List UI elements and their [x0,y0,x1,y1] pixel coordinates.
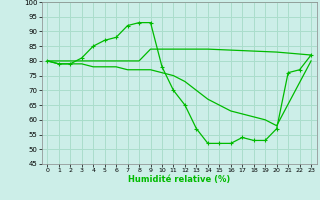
X-axis label: Humidité relative (%): Humidité relative (%) [128,175,230,184]
